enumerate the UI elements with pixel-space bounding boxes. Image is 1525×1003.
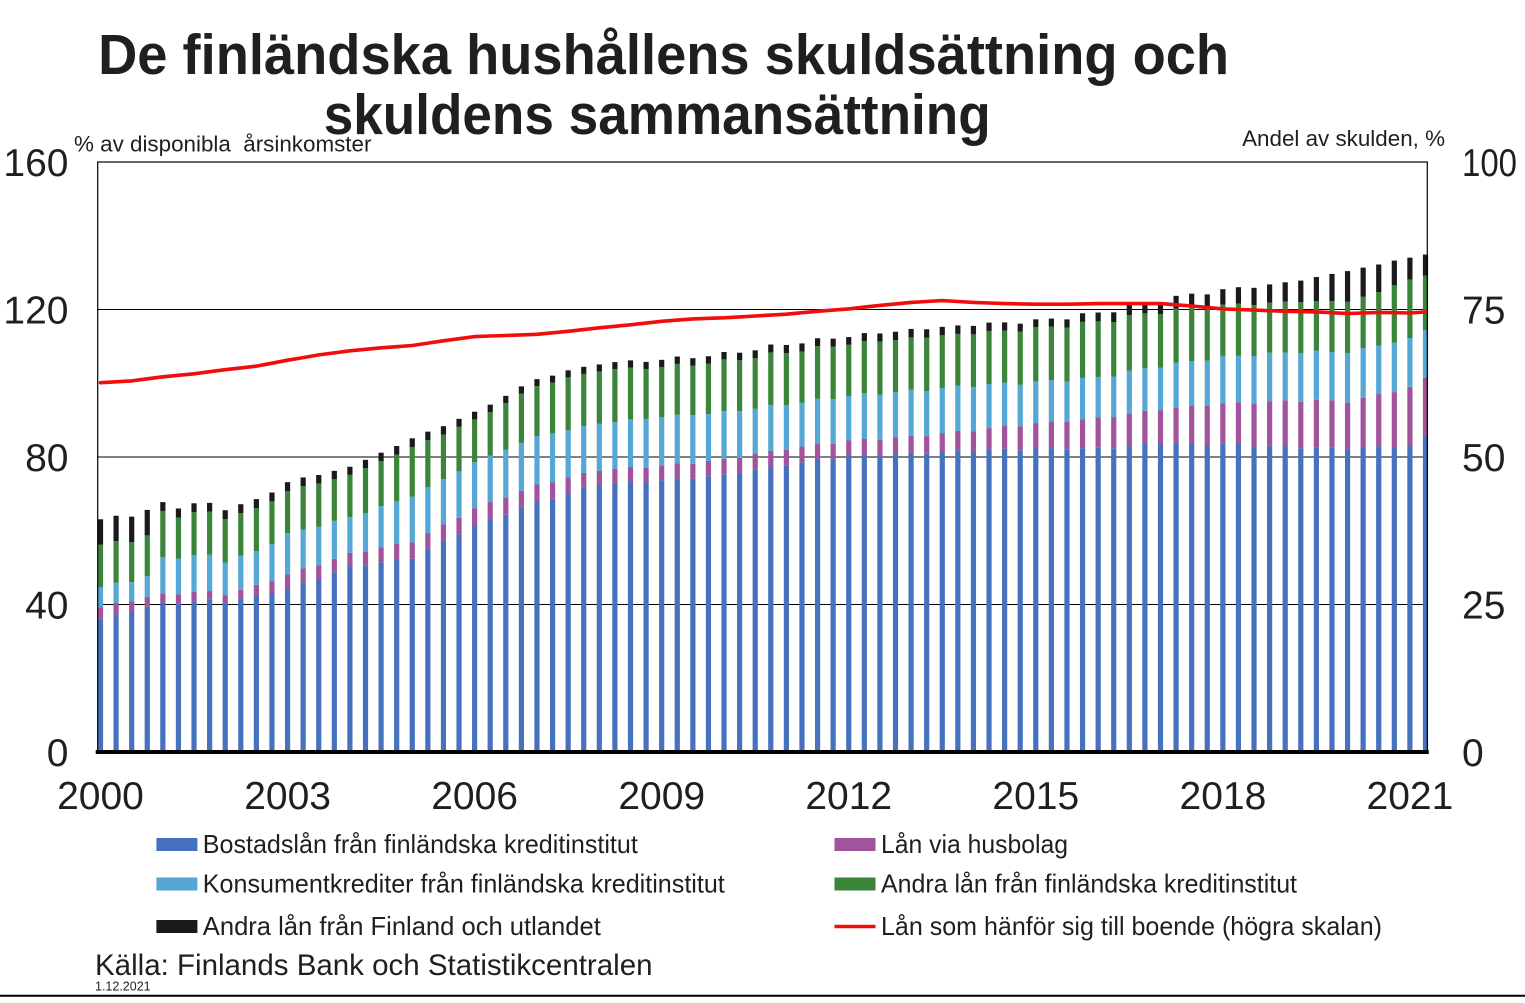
svg-text:Källa: Finlands Bank och Stati: Källa: Finlands Bank och Statistikcentra…	[95, 949, 653, 982]
svg-text:0: 0	[47, 732, 69, 775]
svg-text:2009: 2009	[618, 775, 705, 818]
svg-text:2015: 2015	[992, 775, 1079, 818]
svg-text:Bostadslån från finländska kre: Bostadslån från finländska kreditinstitu…	[203, 829, 639, 859]
svg-text:skuldens sammansättning: skuldens sammansättning	[324, 83, 991, 147]
svg-text:75: 75	[1462, 290, 1505, 333]
svg-text:120: 120	[3, 290, 68, 333]
svg-text:Lån via husbolag: Lån via husbolag	[881, 829, 1068, 859]
svg-text:2006: 2006	[431, 775, 518, 818]
svg-text:2012: 2012	[805, 775, 892, 818]
svg-text:100: 100	[1462, 142, 1517, 185]
svg-text:40: 40	[25, 585, 68, 628]
svg-text:Konsumentkrediter från finländ: Konsumentkrediter från finländska kredit…	[203, 869, 726, 899]
svg-text:80: 80	[25, 437, 68, 480]
svg-text:1.12.2021: 1.12.2021	[95, 980, 151, 994]
svg-text:2018: 2018	[1180, 775, 1267, 818]
svg-text:2003: 2003	[244, 775, 331, 818]
svg-text:2021: 2021	[1367, 775, 1454, 818]
svg-text:25: 25	[1462, 585, 1505, 628]
svg-text:Andra lån från finländska kred: Andra lån från finländska kreditinstitut	[881, 869, 1298, 899]
svg-text:% av disponibla årsinkomster: % av disponibla årsinkomster	[74, 132, 372, 157]
svg-text:160: 160	[3, 142, 68, 185]
svg-text:50: 50	[1462, 437, 1505, 480]
svg-text:2000: 2000	[57, 775, 144, 818]
svg-text:De finländska hushållens skuld: De finländska hushållens skuldsättning o…	[98, 23, 1229, 87]
svg-text:Andra lån från Finland och utl: Andra lån från Finland och utlandet	[203, 911, 602, 941]
svg-text:Andel av skulden, %: Andel av skulden, %	[1242, 126, 1445, 151]
svg-text:Lån som hänför sig till boende: Lån som hänför sig till boende (högra sk…	[881, 911, 1382, 941]
svg-text:0: 0	[1462, 732, 1484, 775]
